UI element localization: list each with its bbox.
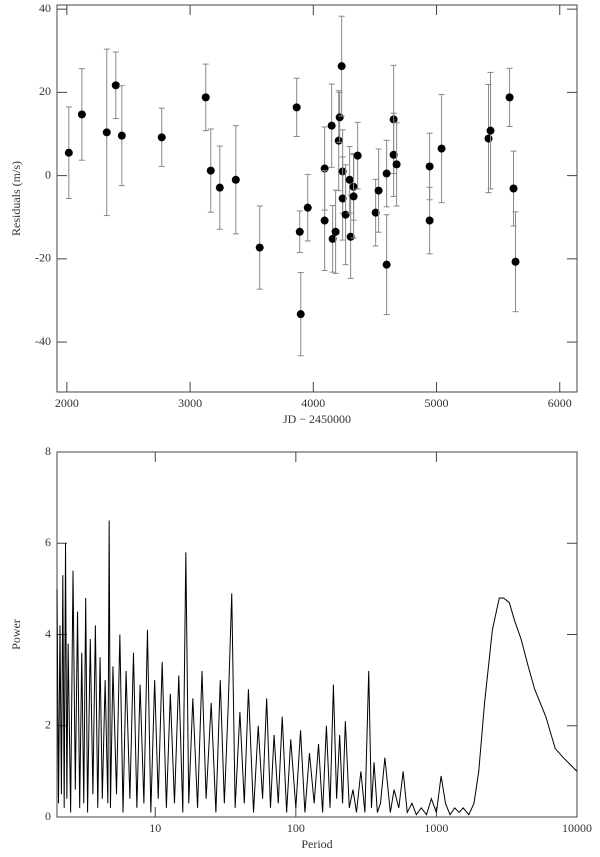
y-tick-label: -40 xyxy=(35,334,51,348)
point xyxy=(486,126,495,135)
point xyxy=(484,134,493,143)
point xyxy=(341,210,350,219)
point xyxy=(389,150,398,159)
x-axis-label: Period xyxy=(301,837,332,851)
point xyxy=(353,151,362,160)
point xyxy=(331,227,340,236)
y-tick-label: 8 xyxy=(45,444,51,458)
point xyxy=(511,257,520,266)
point xyxy=(425,162,434,171)
x-tick-label: 3000 xyxy=(178,396,202,410)
plot-frame xyxy=(56,4,578,393)
point xyxy=(338,194,347,203)
point xyxy=(328,234,337,243)
x-tick-label: 1000 xyxy=(424,821,448,835)
point xyxy=(509,184,518,193)
y-tick-label: 2 xyxy=(45,718,51,732)
point xyxy=(349,192,358,201)
point xyxy=(231,175,240,184)
x-tick-label: 6000 xyxy=(548,396,572,410)
point xyxy=(296,310,305,319)
point xyxy=(374,186,383,195)
y-tick-label: 0 xyxy=(45,167,51,181)
x-tick-label: 100 xyxy=(287,821,305,835)
point xyxy=(77,110,86,119)
y-tick-label: 6 xyxy=(45,535,51,549)
y-tick-label: -20 xyxy=(35,251,51,265)
point xyxy=(117,131,126,140)
y-axis-label: Residuals (m/s) xyxy=(9,161,23,236)
point xyxy=(337,62,346,71)
x-axis-label: JD − 2450000 xyxy=(283,412,351,426)
x-tick-label: 10 xyxy=(149,821,161,835)
point xyxy=(334,136,343,145)
y-tick-label: 0 xyxy=(45,809,51,823)
point xyxy=(392,160,401,169)
point xyxy=(206,166,215,175)
point xyxy=(335,113,344,122)
y-tick-label: 40 xyxy=(39,1,51,15)
point xyxy=(327,121,336,130)
point xyxy=(303,203,312,212)
point xyxy=(505,93,514,102)
point xyxy=(292,103,301,112)
x-tick-label: 4000 xyxy=(301,396,325,410)
point xyxy=(371,208,380,217)
point xyxy=(437,144,446,153)
x-tick-label: 5000 xyxy=(425,396,449,410)
point xyxy=(215,183,224,192)
point xyxy=(255,243,264,252)
point xyxy=(64,148,73,157)
point xyxy=(111,81,120,90)
point xyxy=(295,227,304,236)
power-line xyxy=(56,520,578,816)
x-tick-label: 2000 xyxy=(55,396,79,410)
point xyxy=(345,175,354,184)
point xyxy=(382,169,391,178)
point xyxy=(425,216,434,225)
point xyxy=(157,133,166,142)
point xyxy=(201,93,210,102)
x-tick-label: 10000 xyxy=(562,821,592,835)
point xyxy=(102,128,111,137)
point xyxy=(320,216,329,225)
y-axis-label: Power xyxy=(9,619,23,650)
point xyxy=(382,260,391,269)
y-tick-label: 20 xyxy=(39,84,51,98)
y-tick-label: 4 xyxy=(45,626,51,640)
point xyxy=(346,232,355,241)
